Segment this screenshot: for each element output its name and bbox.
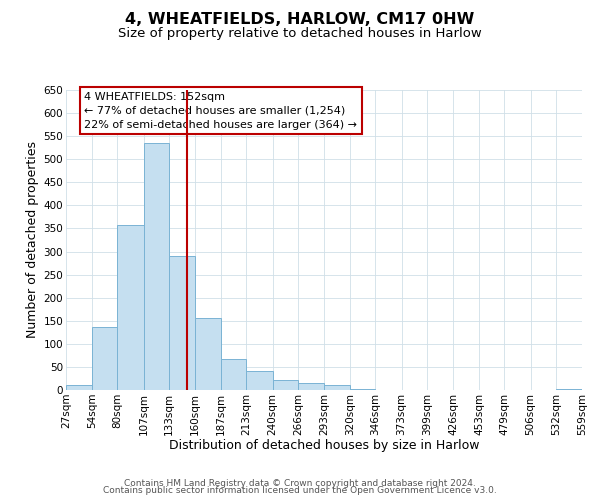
Text: Contains HM Land Registry data © Crown copyright and database right 2024.: Contains HM Land Registry data © Crown c… — [124, 478, 476, 488]
Text: Contains public sector information licensed under the Open Government Licence v3: Contains public sector information licen… — [103, 486, 497, 495]
Bar — [247, 371, 272, 390]
Bar — [556, 389, 582, 390]
Bar — [92, 327, 118, 390]
Bar — [324, 386, 350, 390]
Bar — [118, 225, 143, 390]
Text: 4 WHEATFIELDS: 152sqm
← 77% of detached houses are smaller (1,254)
22% of semi-d: 4 WHEATFIELDS: 152sqm ← 77% of detached … — [84, 92, 357, 130]
Y-axis label: Number of detached properties: Number of detached properties — [26, 142, 40, 338]
Bar — [143, 143, 169, 390]
Bar — [169, 256, 195, 390]
Bar — [221, 359, 247, 390]
Bar — [66, 386, 92, 390]
Bar — [272, 380, 298, 390]
Text: Size of property relative to detached houses in Harlow: Size of property relative to detached ho… — [118, 28, 482, 40]
Bar — [195, 318, 221, 390]
Text: 4, WHEATFIELDS, HARLOW, CM17 0HW: 4, WHEATFIELDS, HARLOW, CM17 0HW — [125, 12, 475, 28]
Bar — [350, 388, 376, 390]
Bar — [298, 383, 324, 390]
X-axis label: Distribution of detached houses by size in Harlow: Distribution of detached houses by size … — [169, 439, 479, 452]
